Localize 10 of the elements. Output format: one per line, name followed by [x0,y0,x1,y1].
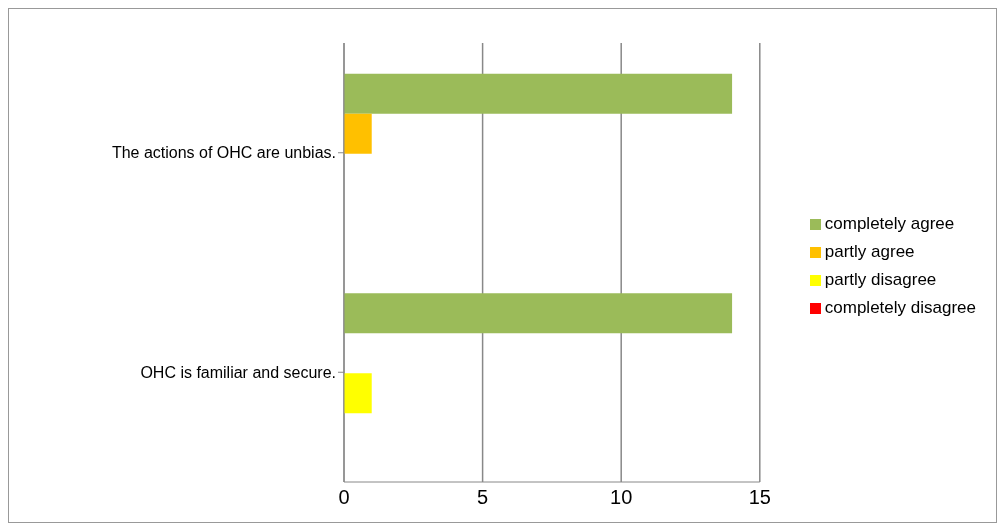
legend-label: partly agree [824,241,915,261]
y-tick-label: The actions of OHC are unbias. [111,144,336,162]
legend-label: completely disagree [824,297,976,317]
legend-label: partly disagree [824,269,937,289]
x-tick-label: 0 [338,486,350,509]
x-tick-label: 15 [748,486,771,509]
legend-label: completely agree [824,213,955,233]
y-tick-label: OHC is familiar and secure. [140,363,336,381]
x-tick-label: 5 [477,486,489,509]
x-tick-label: 10 [610,486,633,509]
